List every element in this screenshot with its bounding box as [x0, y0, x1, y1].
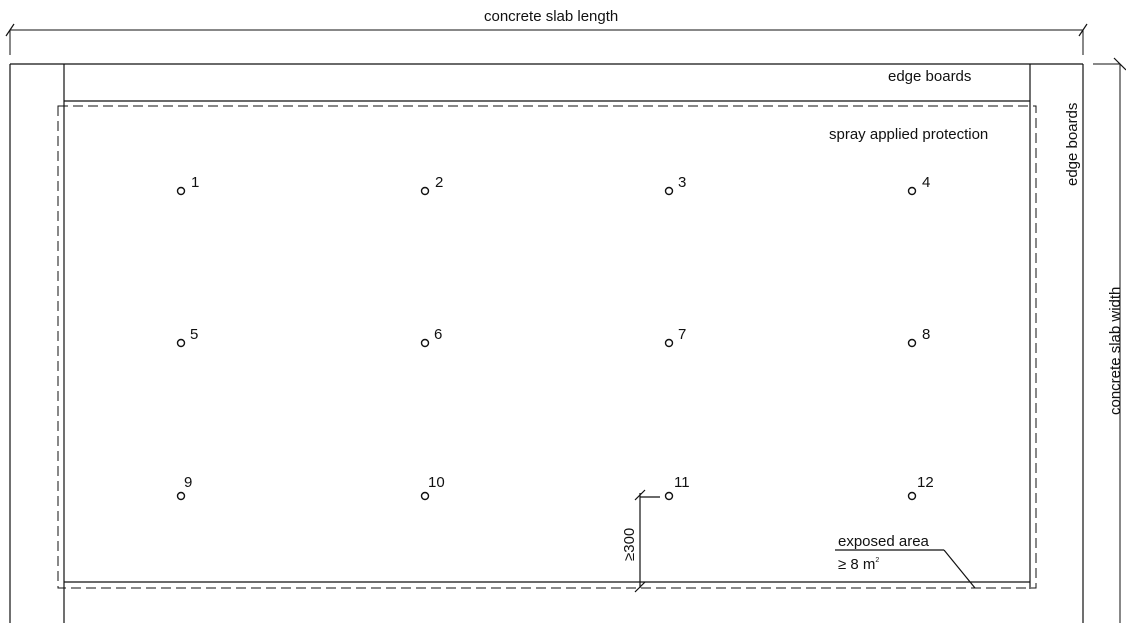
test-point-marker — [664, 338, 674, 348]
test-point-marker — [907, 491, 917, 501]
test-points — [176, 186, 917, 501]
test-point-marker — [176, 491, 186, 501]
test-point-label: 12 — [917, 474, 934, 491]
exposed-area-label: exposed area — [838, 533, 929, 550]
slab-outline — [9, 63, 1084, 623]
test-point-label: 3 — [678, 174, 687, 191]
spray-protection-boundary — [57, 105, 1037, 589]
test-point-label: 6 — [434, 326, 443, 343]
slab-width-label: concrete slab width — [1107, 286, 1124, 415]
slab-length-label: concrete slab length — [484, 8, 619, 25]
test-point-marker — [664, 491, 674, 501]
edge-boards-top-label: edge boards — [888, 68, 972, 85]
test-point-label: 9 — [184, 474, 193, 491]
test-point-marker — [176, 338, 186, 348]
test-point-marker — [176, 186, 186, 196]
test-point-label: 1 — [191, 174, 200, 191]
test-point-marker — [420, 186, 430, 196]
test-point-label: 10 — [428, 474, 445, 491]
test-point-label: 2 — [435, 174, 444, 191]
test-point-label: 11 — [674, 474, 690, 491]
test-point-marker — [664, 186, 674, 196]
clearance-dimension — [634, 489, 660, 593]
edge-boards-right-label: edge boards — [1064, 102, 1081, 186]
exposed-area-edge — [64, 549, 1030, 589]
test-point-label: 7 — [678, 326, 687, 343]
edge-boards — [63, 64, 1031, 623]
test-point-label: 5 — [190, 326, 199, 343]
spray-protection-label: spray applied protection — [829, 126, 989, 143]
exposed-area-size: ≥ 8 m2 — [838, 556, 880, 573]
test-point-label: 8 — [922, 326, 931, 343]
test-point-marker — [420, 491, 430, 501]
test-point-label: 4 — [922, 174, 931, 191]
test-point-marker — [420, 338, 430, 348]
clearance-label: ≥300 — [621, 527, 638, 561]
slab-length-dimension — [5, 23, 1088, 55]
slab-width-dimension — [1093, 57, 1126, 623]
area-unit-superscript: 2 — [875, 557, 880, 564]
test-point-marker — [907, 338, 917, 348]
test-point-marker — [907, 186, 917, 196]
